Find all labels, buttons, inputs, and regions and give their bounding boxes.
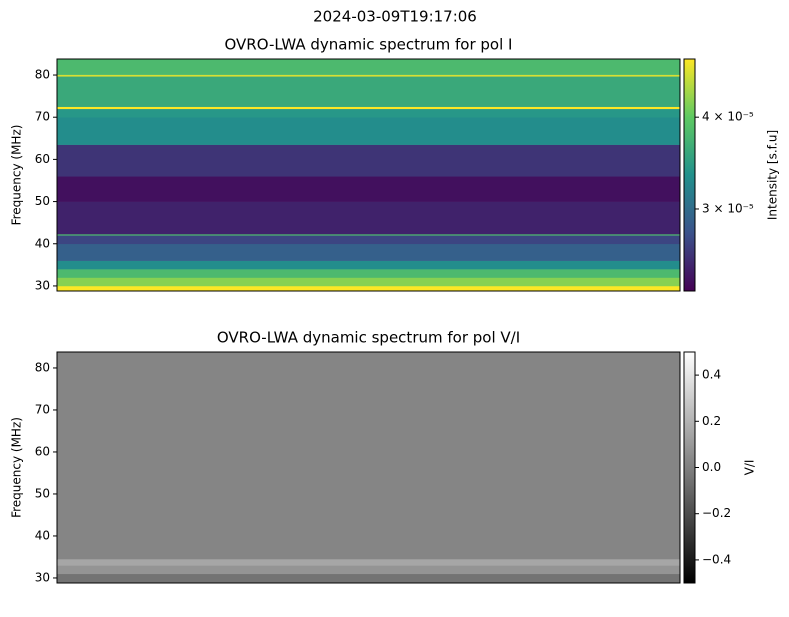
axes-frame bbox=[56, 351, 681, 584]
colorbar-label: V/I bbox=[743, 460, 757, 476]
y-tick-label: 80 bbox=[35, 68, 50, 82]
figure-title: 2024-03-09T19:17:06 bbox=[313, 8, 477, 26]
colorbar-tick-label: −0.4 bbox=[702, 552, 731, 566]
heatmap-cell bbox=[57, 234, 680, 236]
heatmap-cell bbox=[57, 235, 680, 245]
heatmap-cell bbox=[57, 559, 680, 566]
axes-title: OVRO-LWA dynamic spectrum for pol V/I bbox=[217, 329, 520, 347]
axes-title: OVRO-LWA dynamic spectrum for pol I bbox=[225, 36, 513, 54]
y-tick-label: 70 bbox=[35, 402, 50, 416]
heatmap-cell bbox=[57, 108, 680, 118]
colorbar bbox=[683, 58, 696, 292]
heatmap-cell bbox=[57, 117, 680, 145]
colorbar-tick-label: −0.2 bbox=[702, 506, 731, 520]
colorbar-tick-label: 0.2 bbox=[702, 414, 721, 428]
heatmap-cell bbox=[57, 106, 680, 110]
y-tick-label: 60 bbox=[35, 444, 50, 458]
heatmap-cell bbox=[57, 352, 680, 560]
heatmap-cell bbox=[57, 144, 680, 177]
y-tick-label: 30 bbox=[35, 570, 50, 584]
y-tick-label: 70 bbox=[35, 110, 50, 124]
axes-frame bbox=[56, 58, 681, 292]
heatmap-cell bbox=[57, 59, 680, 75]
y-tick-label: 50 bbox=[35, 486, 50, 500]
y-tick-label: 40 bbox=[35, 236, 50, 250]
colorbar-tick-label: 0.4 bbox=[702, 368, 721, 382]
y-axis-label: Frequency (MHz) bbox=[10, 125, 24, 226]
heatmap-cell bbox=[57, 260, 680, 270]
heatmap-cell bbox=[57, 269, 680, 278]
y-tick-label: 50 bbox=[35, 194, 50, 208]
heatmap-cell bbox=[57, 201, 680, 235]
heatmap-cell bbox=[57, 285, 680, 292]
heatmap-cell bbox=[57, 573, 680, 584]
heatmap-cell bbox=[57, 565, 680, 575]
heatmap-cell bbox=[57, 277, 680, 287]
colorbar-tick-label: 0.0 bbox=[702, 460, 721, 474]
y-tick-label: 40 bbox=[35, 528, 50, 542]
heatmap-cell bbox=[57, 76, 680, 107]
y-tick-label: 80 bbox=[35, 360, 50, 374]
colorbar bbox=[683, 351, 696, 584]
heatmap-cell bbox=[57, 74, 680, 77]
y-tick-label: 60 bbox=[35, 152, 50, 166]
heatmap-cell bbox=[57, 176, 680, 202]
colorbar-tick-label: 4 × 10⁻⁵ bbox=[702, 110, 754, 124]
colorbar-tick-label: 3 × 10⁻⁵ bbox=[702, 201, 754, 215]
heatmap-cell bbox=[57, 243, 680, 261]
y-axis-label: Frequency (MHz) bbox=[10, 417, 24, 518]
colorbar-label: Intensity [s.f.u] bbox=[766, 130, 780, 220]
y-tick-label: 30 bbox=[35, 278, 50, 292]
